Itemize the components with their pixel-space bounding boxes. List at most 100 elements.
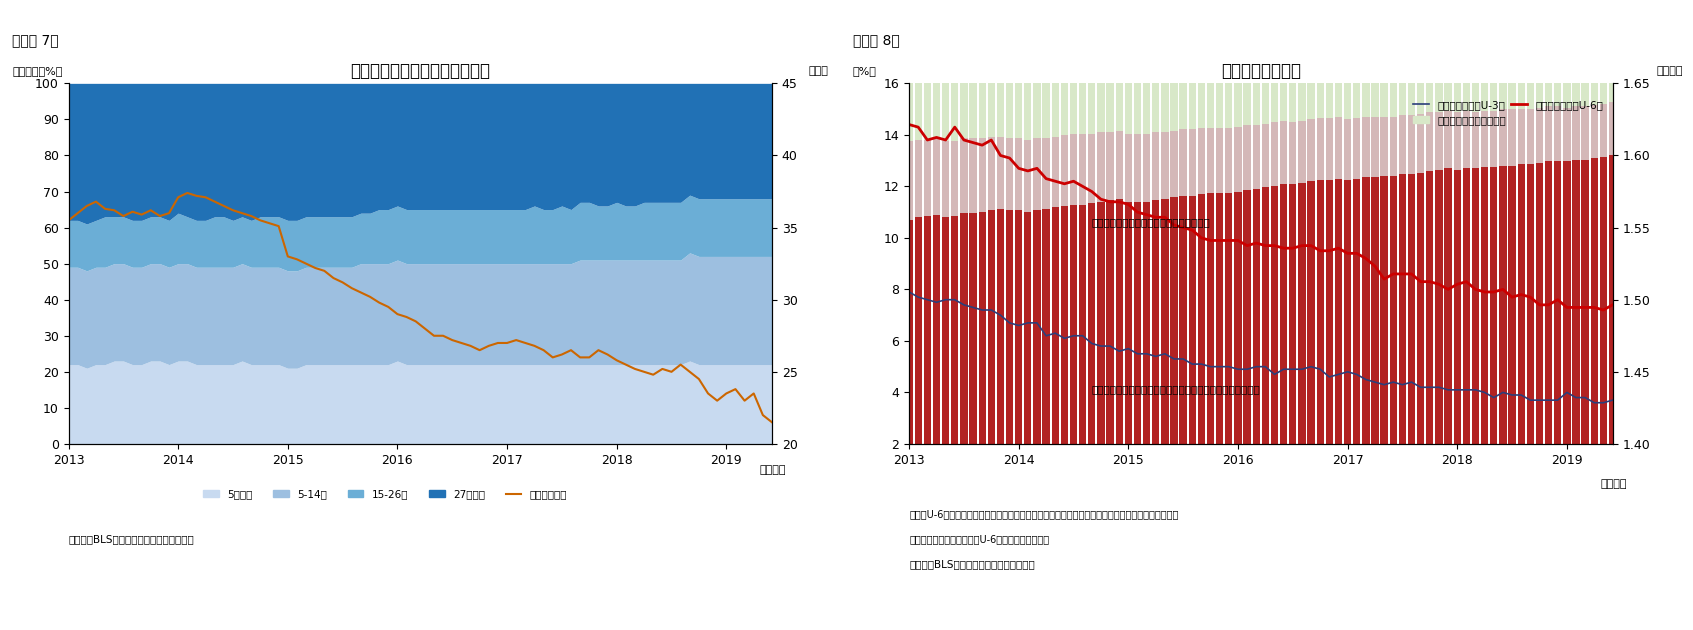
- Bar: [933, 67, 940, 138]
- Bar: [1380, 59, 1388, 117]
- Bar: [1180, 66, 1187, 130]
- Bar: [1444, 55, 1451, 111]
- Bar: [1006, 138, 1012, 210]
- Bar: [1334, 117, 1343, 178]
- Bar: [1490, 167, 1497, 444]
- Bar: [1033, 69, 1041, 138]
- Bar: [1380, 117, 1388, 176]
- Bar: [1143, 134, 1150, 202]
- Bar: [1016, 138, 1023, 210]
- Bar: [970, 69, 977, 138]
- Bar: [1591, 47, 1598, 105]
- Bar: [1317, 180, 1324, 444]
- Bar: [1426, 56, 1434, 112]
- Text: （図表 8）: （図表 8）: [853, 33, 899, 47]
- 通常の失業率（U-3）: [1200, 363, 1221, 370]
- Bar: [1234, 127, 1241, 192]
- Bar: [924, 216, 931, 444]
- Bar: [1326, 59, 1332, 118]
- Bar: [1490, 111, 1497, 167]
- Bar: [1600, 157, 1607, 444]
- Bar: [1608, 156, 1617, 444]
- Bar: [1454, 170, 1461, 444]
- Bar: [1344, 120, 1351, 180]
- 広義の失業率（U-6）: [1128, 209, 1148, 216]
- Bar: [1024, 140, 1031, 212]
- Bar: [987, 137, 995, 210]
- 広義の失業率（U-6）: [1255, 242, 1275, 249]
- Bar: [987, 210, 995, 444]
- Bar: [979, 69, 985, 138]
- Bar: [914, 217, 923, 444]
- Bar: [1326, 180, 1332, 444]
- Bar: [1188, 196, 1195, 444]
- Bar: [1016, 210, 1023, 444]
- Bar: [1481, 111, 1488, 167]
- Bar: [1207, 128, 1214, 193]
- Bar: [979, 212, 985, 444]
- Bar: [1124, 67, 1133, 134]
- Bar: [1463, 53, 1470, 111]
- Text: （シェア、%）: （シェア、%）: [12, 66, 63, 76]
- Title: 失業期間の分布と平均失業期間: 失業期間の分布と平均失業期間: [350, 62, 491, 81]
- Bar: [1124, 202, 1133, 444]
- Bar: [1436, 56, 1442, 112]
- Bar: [1299, 121, 1305, 183]
- Bar: [1161, 132, 1168, 198]
- Bar: [1436, 170, 1442, 444]
- Bar: [1070, 67, 1077, 134]
- Bar: [941, 141, 950, 217]
- Bar: [1409, 175, 1415, 444]
- Bar: [1197, 128, 1205, 195]
- Bar: [1344, 60, 1351, 120]
- Bar: [951, 71, 958, 141]
- Bar: [1517, 110, 1525, 164]
- Bar: [1591, 158, 1598, 444]
- Bar: [1436, 112, 1442, 170]
- Bar: [1016, 69, 1023, 138]
- Bar: [1107, 132, 1114, 200]
- Bar: [906, 220, 913, 444]
- Bar: [997, 69, 1004, 137]
- Bar: [914, 67, 923, 140]
- Bar: [1307, 60, 1315, 120]
- Text: （注）U-6＝（失業者＋周辺労働力＋経済的理由によるパートタイマー）／（労働力＋周辺労働力）: （注）U-6＝（失業者＋周辺労働力＋経済的理由によるパートタイマー）／（労働力＋…: [909, 509, 1178, 519]
- Bar: [1536, 108, 1542, 163]
- Bar: [1371, 59, 1378, 117]
- Bar: [997, 137, 1004, 209]
- Bar: [1180, 130, 1187, 196]
- Bar: [1216, 193, 1224, 444]
- Bar: [1226, 128, 1233, 193]
- Bar: [1280, 121, 1287, 185]
- Bar: [1463, 168, 1470, 444]
- 通常の失業率（U-3）: [1017, 319, 1038, 327]
- Bar: [1554, 49, 1561, 106]
- Bar: [1390, 59, 1397, 117]
- Bar: [1573, 160, 1580, 444]
- Bar: [1271, 122, 1278, 186]
- Bar: [1234, 65, 1241, 127]
- Bar: [1463, 111, 1470, 168]
- Bar: [1033, 138, 1041, 210]
- Bar: [1288, 185, 1297, 444]
- Bar: [914, 140, 923, 217]
- Bar: [960, 69, 967, 138]
- Bar: [1508, 166, 1515, 444]
- Bar: [1363, 117, 1370, 177]
- Text: （図表 7）: （図表 7）: [12, 33, 59, 47]
- Bar: [1134, 67, 1141, 134]
- Bar: [941, 217, 950, 444]
- Bar: [1006, 210, 1012, 444]
- Bar: [1107, 67, 1114, 132]
- Bar: [987, 67, 995, 137]
- Legend: 通常の失業率（U-3）, 周辺労働力人口（右軸）, 広義の失業率（U-6）: 通常の失業率（U-3）, 周辺労働力人口（右軸）, 広義の失業率（U-6）: [1409, 96, 1607, 129]
- Bar: [1170, 67, 1178, 131]
- Bar: [1417, 113, 1424, 173]
- Bar: [1216, 128, 1224, 193]
- 通常の失業率（U-3）: [1585, 399, 1605, 406]
- Bar: [1546, 161, 1552, 444]
- 通常の失業率（U-3）: [945, 296, 965, 304]
- Bar: [960, 213, 967, 444]
- Bar: [1116, 66, 1122, 131]
- Bar: [1043, 71, 1050, 138]
